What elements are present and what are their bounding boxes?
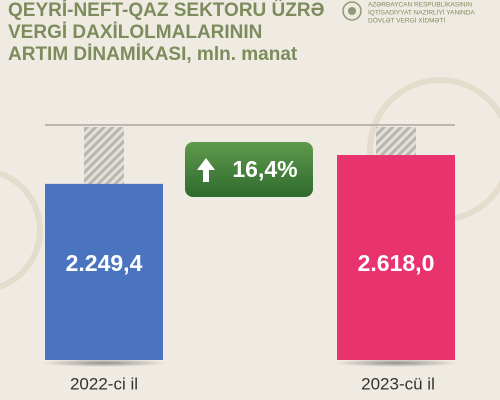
- hatch-column: [84, 127, 124, 184]
- growth-label: 16,4%: [232, 156, 297, 182]
- organization: DÖVLƏT VERGİ XİDMƏTİ: [368, 16, 445, 25]
- logo: [342, 1, 362, 21]
- chart-title: ARTIM DİNAMİKASI, mln. manat: [8, 44, 298, 65]
- logo: [348, 7, 356, 15]
- bar: [337, 155, 455, 360]
- category-label: 2022-ci il: [70, 374, 138, 393]
- chart-title: VERGİ DAXİLOLMALARININ: [8, 22, 262, 43]
- organization: AZƏRBAYCAN RESPUBLİKASININ: [368, 0, 472, 9]
- value-label: 2.249,4: [66, 250, 143, 276]
- growth-badge: [185, 142, 313, 197]
- organization: İQTİSADİYYAT NAZİRLİYİ YANINDA: [368, 8, 475, 17]
- bar: [45, 183, 163, 360]
- hatch-column: [376, 127, 416, 155]
- value-label: 2.618,0: [358, 250, 435, 276]
- up-arrow: [197, 158, 215, 182]
- bar-shadow: [333, 359, 459, 367]
- chart-title: QEYRİ-NEFT-QAZ SEKTORU ÜZRƏ: [8, 0, 325, 21]
- category-label: 2023-cü il: [361, 374, 435, 393]
- bar-shadow: [41, 359, 167, 367]
